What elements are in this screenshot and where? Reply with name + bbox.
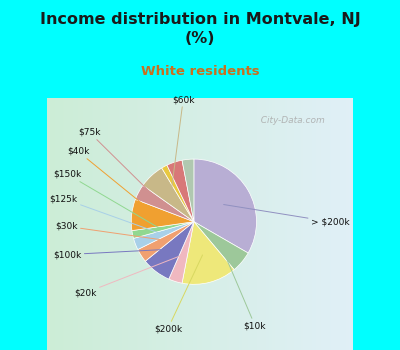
Text: $125k: $125k [50,194,162,234]
Wedge shape [138,222,194,261]
Wedge shape [182,222,234,284]
Text: City-Data.com: City-Data.com [255,116,325,125]
Wedge shape [169,222,194,283]
Text: $40k: $40k [67,147,160,218]
Wedge shape [182,159,194,222]
Wedge shape [167,160,194,222]
Text: $20k: $20k [74,254,184,297]
Text: $30k: $30k [55,222,165,240]
Text: $75k: $75k [78,128,164,205]
Text: $200k: $200k [154,255,202,333]
Wedge shape [194,159,256,253]
Text: Income distribution in Montvale, NJ
(%): Income distribution in Montvale, NJ (%) [40,12,360,46]
Wedge shape [134,222,194,250]
Wedge shape [162,165,194,222]
Text: White residents: White residents [141,65,259,78]
Text: $100k: $100k [53,249,173,259]
Text: $60k: $60k [170,95,194,196]
Wedge shape [135,186,194,222]
Wedge shape [131,199,194,231]
Text: > $200k: > $200k [224,204,349,226]
Wedge shape [194,222,248,270]
Wedge shape [145,222,194,279]
Wedge shape [132,222,194,238]
Text: $10k: $10k [220,244,266,330]
Text: $150k: $150k [53,170,160,229]
Wedge shape [143,168,194,222]
